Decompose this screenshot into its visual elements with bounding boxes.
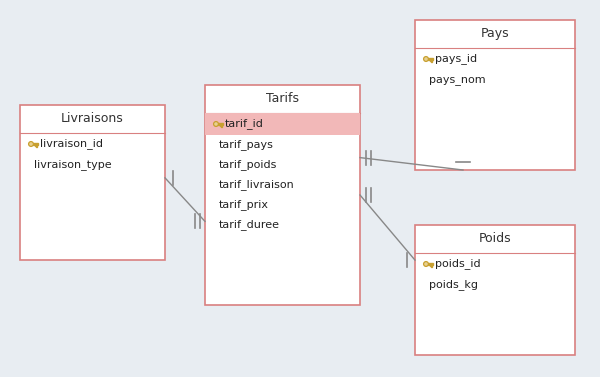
Text: tarif_poids: tarif_poids: [219, 159, 277, 170]
Text: poids_kg: poids_kg: [429, 280, 478, 290]
Bar: [431, 265, 432, 267]
Circle shape: [29, 142, 33, 146]
Bar: [218, 123, 223, 125]
Bar: [415, 225, 575, 355]
Text: Tarifs: Tarifs: [266, 92, 299, 106]
Circle shape: [213, 121, 219, 127]
Bar: [205, 113, 360, 135]
Text: tarif_duree: tarif_duree: [219, 219, 280, 230]
Text: Pays: Pays: [481, 28, 509, 40]
Text: Poids: Poids: [479, 233, 511, 245]
Bar: [431, 60, 432, 61]
Bar: [20, 105, 165, 260]
Text: tarif_prix: tarif_prix: [219, 199, 269, 210]
Bar: [428, 263, 433, 265]
Text: pays_nom: pays_nom: [429, 75, 485, 85]
Text: tarif_id: tarif_id: [225, 118, 264, 129]
Bar: [430, 265, 431, 266]
Text: Livraisons: Livraisons: [61, 112, 124, 126]
Bar: [34, 143, 38, 145]
Bar: [220, 125, 221, 126]
Bar: [428, 58, 433, 60]
Circle shape: [214, 122, 218, 126]
Text: tarif_pays: tarif_pays: [219, 139, 274, 150]
Bar: [221, 125, 222, 127]
Text: pays_id: pays_id: [435, 54, 477, 64]
Text: tarif_livraison: tarif_livraison: [219, 179, 295, 190]
Bar: [36, 145, 37, 147]
Bar: [415, 20, 575, 170]
Circle shape: [424, 262, 428, 266]
Circle shape: [423, 261, 429, 267]
Text: poids_id: poids_id: [435, 259, 481, 270]
Circle shape: [423, 56, 429, 62]
Bar: [205, 85, 360, 305]
Circle shape: [28, 141, 34, 147]
Text: livraison_type: livraison_type: [34, 159, 112, 170]
Bar: [430, 60, 431, 61]
Text: livraison_id: livraison_id: [40, 138, 103, 149]
Circle shape: [424, 57, 428, 61]
